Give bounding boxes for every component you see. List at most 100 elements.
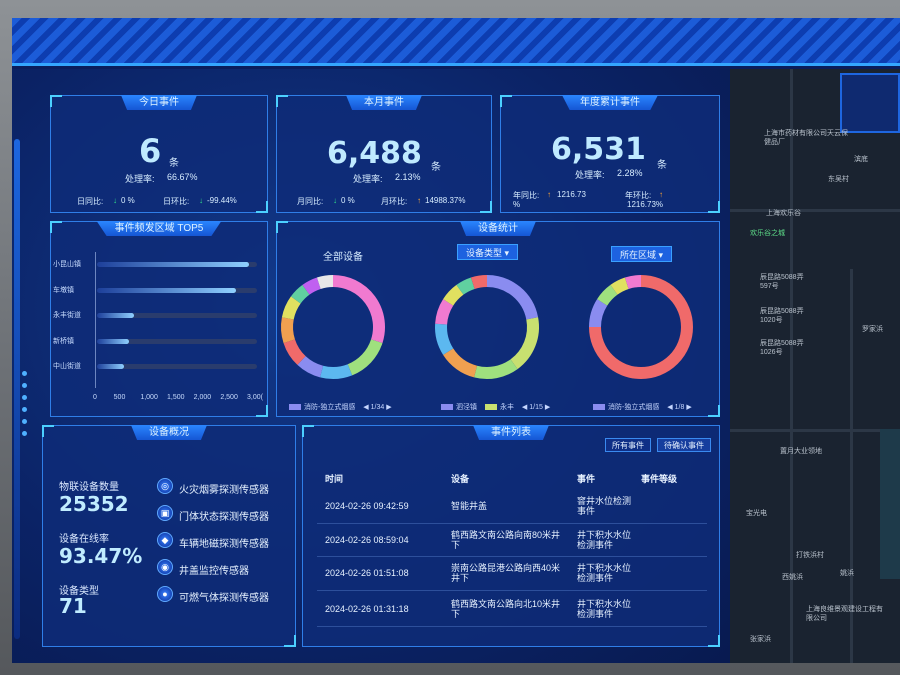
- year-count: 6,531: [551, 132, 646, 167]
- legend-label: 泗泾镇: [456, 404, 477, 411]
- bar[interactable]: [97, 313, 135, 318]
- donut-slice[interactable]: [297, 355, 324, 378]
- y-axis-line: [95, 252, 96, 388]
- col-device: 设备: [451, 474, 470, 484]
- connected-devices-label: 物联设备数量: [59, 482, 119, 493]
- caret-down-icon: ▾: [504, 248, 510, 258]
- bar-track: [97, 338, 257, 344]
- donut-slice[interactable]: [281, 317, 296, 344]
- legend-label: 永丰: [499, 404, 514, 411]
- map-label: 上海欢乐谷: [766, 210, 801, 217]
- row-device: 崇南公路昆港公路向西40米井下: [451, 563, 561, 583]
- water-area: [880, 429, 900, 579]
- dashboard-screen: 今日事件 6 条 处理率: 66.67% 日同比: ↓ 0 % 日环比: ↓ -…: [12, 18, 900, 663]
- donut-slice[interactable]: [456, 277, 475, 295]
- tab-pending-events[interactable]: 待确认事件: [657, 438, 711, 452]
- donut-slice[interactable]: [486, 275, 539, 320]
- manhole-sensor-icon: ◉: [157, 559, 173, 575]
- prev-page-icon[interactable]: ◀: [667, 404, 673, 411]
- connected-devices-value: 25352: [59, 492, 129, 516]
- x-tick-label: 0: [93, 394, 97, 401]
- prev-page-icon[interactable]: ◀: [521, 404, 528, 411]
- up-arrow-icon: ↑: [547, 190, 551, 199]
- donut-slice[interactable]: [316, 275, 334, 290]
- bar-track: [97, 313, 257, 318]
- legend-page: 1/8: [674, 404, 685, 411]
- map-label: 西姚浜: [782, 574, 803, 581]
- legend-device-type: 泗泾镇 永丰 ◀ 1/15 ▶: [441, 402, 550, 412]
- map-label: 姚浜: [840, 570, 854, 577]
- rate-label: 处理率:: [125, 174, 155, 184]
- rate-value: 66.67%: [167, 172, 198, 182]
- legend-swatch: [441, 404, 453, 411]
- donut-slice[interactable]: [347, 339, 383, 376]
- next-page-icon[interactable]: ▶: [386, 404, 392, 411]
- donut-slice[interactable]: [597, 284, 618, 306]
- legend-page: 1/15: [529, 404, 543, 411]
- device-types-label: 设备类型: [59, 586, 99, 597]
- tab-all-events[interactable]: 所有事件: [605, 438, 651, 452]
- mom-label: 日环比:: [163, 197, 190, 206]
- sensor-label: 可燃气体探测传感器: [179, 593, 269, 604]
- area-dropdown[interactable]: 所在区域 ▾: [611, 246, 673, 262]
- row-time: 2024-02-26 01:51:08: [325, 568, 409, 578]
- bar[interactable]: [97, 287, 236, 293]
- year-events-card: 年度累计事件 6,531 条 处理率: 2.28% 年同比: ↑ 1216.73…: [500, 95, 720, 213]
- caret-down-icon: ▾: [658, 250, 664, 260]
- donut-slice[interactable]: [624, 275, 642, 290]
- bar-category-label: 小昆山镇: [53, 261, 81, 268]
- row-divider: [317, 590, 707, 591]
- dropdown-label: 所在区域: [620, 250, 657, 260]
- donut-slice[interactable]: [474, 359, 518, 379]
- bar-category-label: 中山街道: [53, 363, 81, 370]
- down-arrow-icon: ↓: [333, 196, 337, 205]
- map-overlay-badge: [840, 73, 900, 133]
- row-device: 鹤西路文南公路向南80米井下: [451, 530, 561, 550]
- donut-slice[interactable]: [435, 299, 454, 325]
- prev-page-icon[interactable]: ◀: [363, 404, 369, 411]
- row-time: 2024-02-26 09:42:59: [325, 501, 409, 511]
- bar-category-label: 车墩镇: [53, 286, 74, 294]
- donut-slice[interactable]: [320, 364, 353, 379]
- map-label: 置月大业领地: [780, 448, 822, 455]
- next-page-icon[interactable]: ▶: [544, 404, 551, 411]
- up-arrow-icon: ↑: [417, 196, 421, 205]
- donut-slice[interactable]: [443, 284, 464, 306]
- donut-slice[interactable]: [510, 317, 539, 370]
- row-event: 井下积水水位检测事件: [577, 563, 632, 583]
- device-type-dropdown[interactable]: 设备类型 ▾: [457, 244, 519, 260]
- yoy-value: 1216.73: [557, 190, 586, 199]
- donut-slice[interactable]: [281, 296, 301, 320]
- bar-category-label: 永丰街道: [53, 312, 81, 319]
- donut-slice[interactable]: [435, 323, 454, 355]
- bar[interactable]: [97, 262, 249, 267]
- donut-slice[interactable]: [332, 275, 385, 344]
- rate-value: 2.28%: [617, 168, 643, 178]
- donut-slice[interactable]: [290, 284, 310, 304]
- donut-slice[interactable]: [610, 277, 629, 295]
- donut-slice[interactable]: [283, 339, 306, 365]
- map-label: 欢乐谷之城: [750, 230, 785, 237]
- dropdown-label: 设备类型: [466, 248, 503, 258]
- next-page-icon[interactable]: ▶: [686, 404, 692, 411]
- map-view[interactable]: 上海市药材有限公司天云保健品厂 滨底 东吴村 上海欢乐谷 欢乐谷之城 辰昆路50…: [730, 69, 900, 663]
- donut-slice[interactable]: [589, 275, 693, 379]
- donut-slice[interactable]: [470, 275, 488, 290]
- bar[interactable]: [97, 338, 129, 344]
- bar-category-label: 新桥镇: [53, 337, 74, 345]
- mom-value: 1216.73%: [627, 200, 664, 209]
- map-label: 辰昆路5088弄1026号: [760, 340, 804, 356]
- map-label: 上海良维景观建设工程有限公司: [806, 606, 883, 622]
- row-device: 智能井盖: [451, 501, 488, 511]
- donut-slice[interactable]: [302, 277, 321, 295]
- donut-slice[interactable]: [443, 348, 478, 378]
- down-arrow-icon: ↓: [113, 196, 117, 205]
- donut-slice[interactable]: [589, 299, 608, 328]
- map-label: 宝光电: [746, 510, 767, 517]
- month-count: 6,488: [327, 136, 422, 171]
- bar[interactable]: [97, 364, 124, 369]
- mom-value: -99.44%: [207, 196, 237, 205]
- legend-page: 1/34: [370, 404, 385, 411]
- x-tick-label: 500: [113, 394, 126, 401]
- map-label: 罗家浜: [862, 326, 883, 333]
